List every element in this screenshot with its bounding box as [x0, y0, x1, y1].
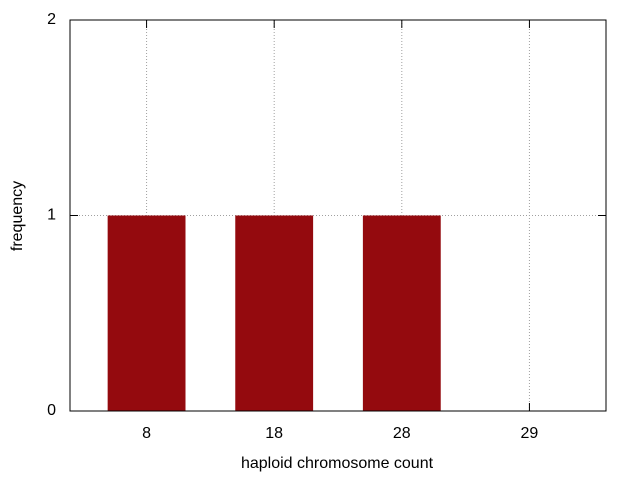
y-tick-label: 2	[47, 11, 56, 28]
plot-frame	[69, 19, 607, 412]
x-tick-label: 28	[393, 425, 411, 442]
y-tick-label: 0	[47, 402, 56, 419]
x-tick-label: 29	[521, 425, 539, 442]
y-axis-label: frequency	[9, 181, 26, 251]
y-tick-label: 1	[47, 207, 56, 224]
x-tick-label: 8	[142, 425, 151, 442]
bar	[362, 215, 441, 411]
bar	[107, 215, 186, 411]
bar	[235, 215, 314, 411]
x-axis-label: haploid chromosome count	[241, 455, 434, 472]
x-tick-label: 18	[265, 425, 283, 442]
